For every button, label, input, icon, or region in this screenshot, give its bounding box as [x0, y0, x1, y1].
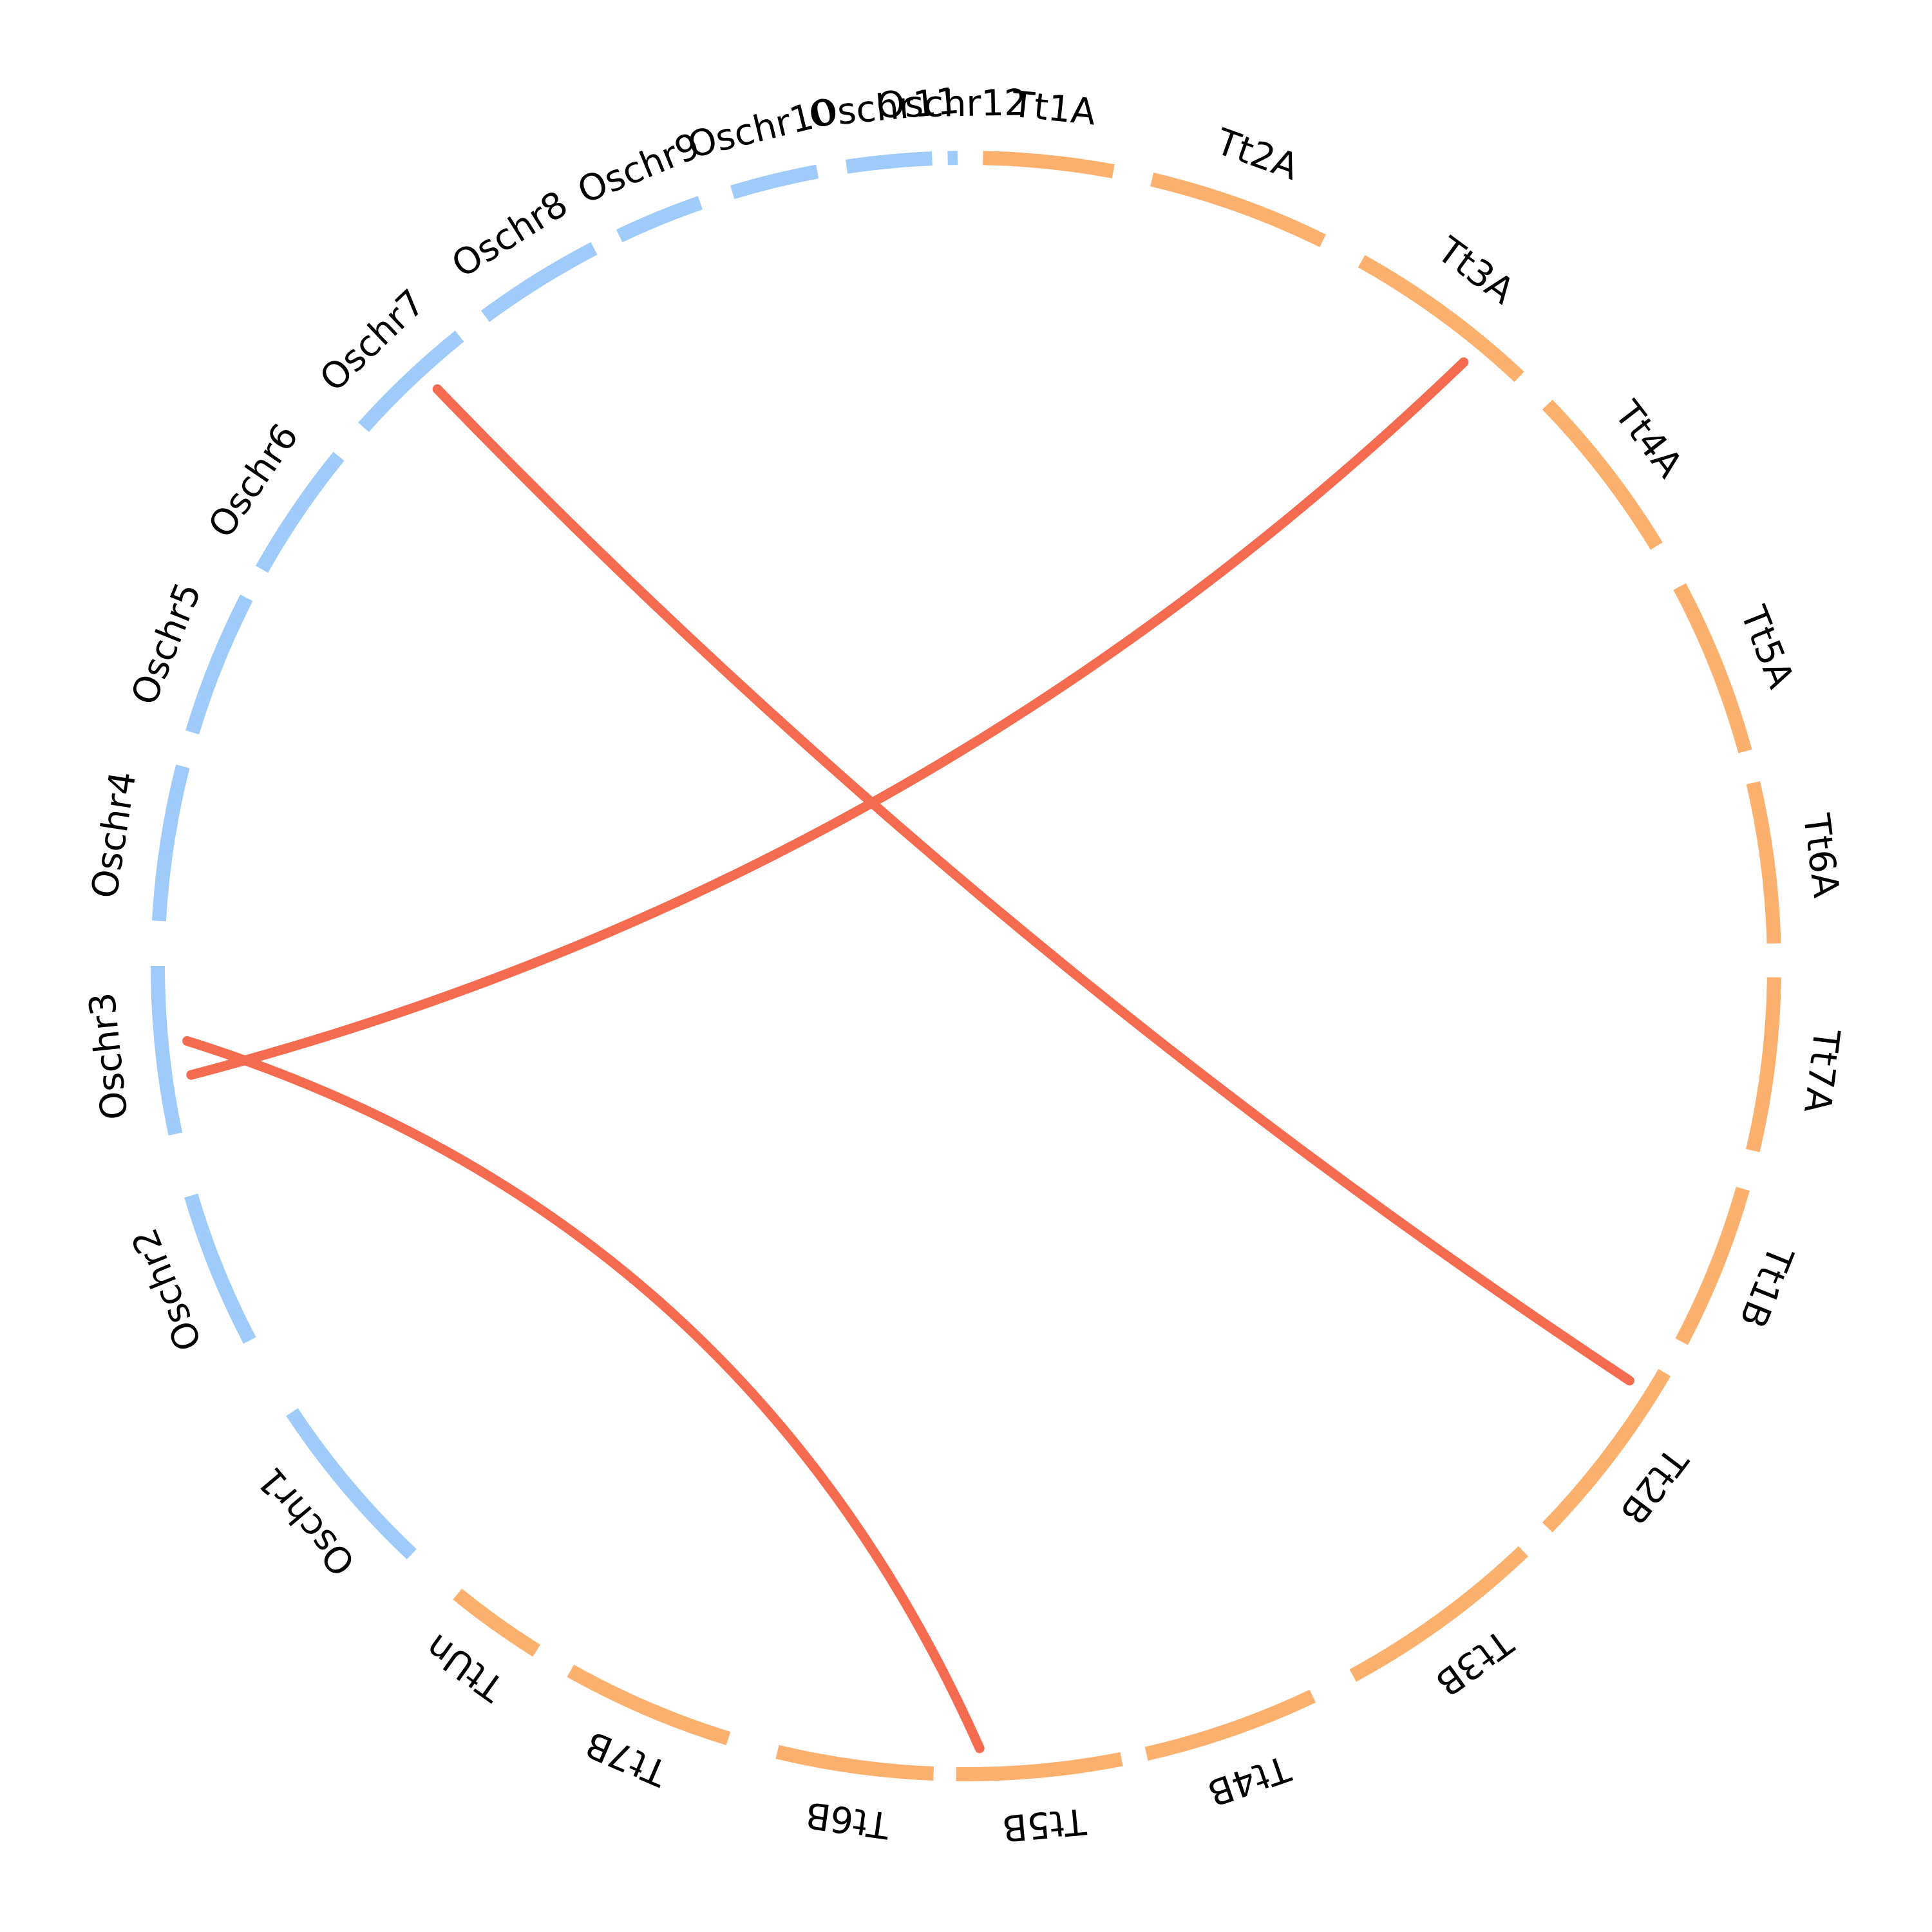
chromosome-arc-tt6a — [1746, 781, 1781, 944]
chromosome-arc-oschr7 — [358, 330, 464, 432]
chromosome-label-ttun: TtUn — [418, 1625, 513, 1710]
chromosome-arc-tt1b — [1675, 1186, 1750, 1345]
chromosome-label-oschr9: Oschr9 — [572, 125, 706, 212]
chromosome-label-tt5b: Tt5B — [1001, 1799, 1089, 1849]
chromosome-label-tt6a: Tt6A — [1795, 811, 1847, 900]
chromosome-arc-oschr5 — [185, 594, 253, 735]
chromosome-label-oschr12: Oschr12 — [876, 82, 1027, 126]
chromosome-arc-tt6b — [775, 1745, 934, 1781]
chromosome-arc-tt5a — [1673, 583, 1752, 753]
chromosome-arc-oschr8 — [480, 242, 598, 323]
synteny-link-oschr3-tt5b — [182, 1036, 985, 1754]
chromosome-label-tt1a: Tt1A — [1009, 84, 1097, 134]
chromosome-arc-tt4b — [1144, 1689, 1316, 1761]
chromosome-label-oschr3: Oschr3 — [81, 990, 136, 1122]
synteny-link-oschr7-tt2b — [432, 384, 1634, 1386]
chromosome-arc-tt2b — [1542, 1368, 1671, 1533]
chromosome-label-tt3a: Tt3A — [1429, 229, 1522, 312]
chromosome-label-oschr5: Oschr5 — [123, 577, 209, 711]
chromosome-arc-oschr11 — [845, 151, 933, 174]
chromosome-arc-tt3b — [1349, 1546, 1529, 1682]
chromosome-label-tt3b: Tt3B — [1428, 1620, 1520, 1704]
chromosome-label-tt1b: Tt1B — [1731, 1240, 1801, 1334]
chromosome-label-oschr2: Oschr2 — [124, 1222, 211, 1356]
chromosome-arc-tt2a — [1150, 172, 1326, 247]
chromosome-arc-tt7a — [1746, 977, 1781, 1153]
chromosome-arc-oschr1 — [286, 1408, 417, 1560]
chromosome-label-oschr4: Oschr4 — [84, 769, 144, 902]
chromosome-label-tt7a: Tt7A — [1795, 1027, 1847, 1115]
chromosome-arc-oschr10 — [730, 164, 819, 200]
chromosome-arc-tt5b — [956, 1752, 1123, 1781]
synteny-links — [182, 357, 1634, 1754]
chromosome-arc-ttun — [453, 1588, 540, 1657]
chromosome-ring — [151, 151, 1781, 1781]
chromosome-arc-tt4a — [1542, 399, 1663, 550]
chromosome-arc-oschr4 — [151, 764, 190, 922]
chromosome-labels: Oschr1Oschr2Oschr3Oschr4Oschr5Oschr6Osch… — [81, 80, 1847, 1849]
chromosome-arc-tt3a — [1358, 254, 1524, 383]
chromosome-arc-oschr3 — [151, 965, 183, 1136]
chromosome-label-tt4a: Tt4A — [1606, 393, 1691, 486]
chromosome-label-tt5a: Tt5A — [1732, 600, 1802, 694]
chromosome-arc-oschr6 — [256, 451, 345, 573]
chromosome-arc-oschr9 — [616, 196, 703, 243]
chromosome-arc-oschr2 — [184, 1193, 256, 1344]
chromosome-arc-tt7b — [567, 1664, 731, 1746]
chromosome-label-tt2a: Tt2A — [1210, 120, 1303, 188]
chromosome-label-tt2b: Tt2B — [1611, 1439, 1696, 1532]
synteny-link-oschr3-tt3a — [186, 357, 1469, 1080]
chromosome-label-tt4b: Tt4B — [1202, 1747, 1296, 1814]
chromosome-label-tt6b: Tt6B — [803, 1794, 893, 1846]
chromosome-arc-tt1a — [983, 151, 1115, 178]
chromosome-label-tt7b: Tt7B — [580, 1723, 674, 1794]
